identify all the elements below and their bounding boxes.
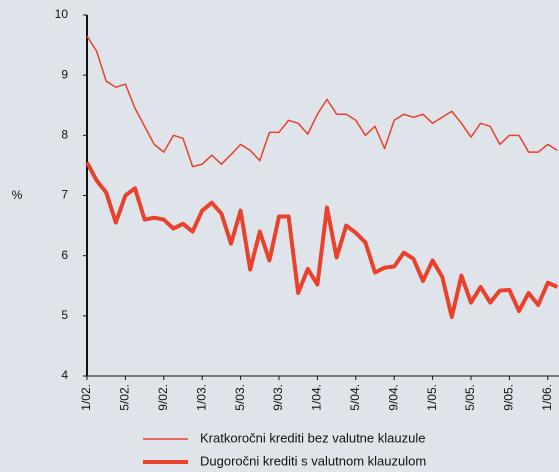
x-tick-label: 9/05. <box>502 384 516 411</box>
y-tick-label: 6 <box>61 248 68 262</box>
y-tick-label: 9 <box>61 67 68 81</box>
y-tick-label: 8 <box>61 128 68 142</box>
x-tick-label: 9/02. <box>156 384 170 411</box>
x-tick-label: 5/05. <box>463 384 477 411</box>
y-tick-label: 5 <box>61 308 68 322</box>
x-tick-label: 5/04. <box>348 384 362 411</box>
x-tick-label: 9/04. <box>386 384 400 411</box>
legend-label: Dugoročni krediti s valutnom klauzulom <box>200 453 426 468</box>
x-tick-label: 1/04. <box>310 384 324 411</box>
x-tick-label: 1/06. <box>540 384 554 411</box>
x-tick-label: 1/03. <box>194 384 208 411</box>
x-tick-label: 1/05. <box>425 384 439 411</box>
series-line <box>85 161 559 320</box>
x-tick-label: 9/03. <box>271 384 285 411</box>
y-axis-label: % <box>12 188 23 202</box>
x-tick-label: 1/02. <box>79 384 93 411</box>
x-tick-label: 5/03. <box>233 384 247 411</box>
y-tick-label: 7 <box>61 188 68 202</box>
x-tick-label: 5/02. <box>118 384 132 411</box>
y-tick-label: 4 <box>61 368 68 382</box>
series-line <box>86 35 558 168</box>
y-tick-label: 10 <box>55 7 69 21</box>
legend-label: Kratkoročni krediti bez valutne klauzule <box>200 430 425 445</box>
